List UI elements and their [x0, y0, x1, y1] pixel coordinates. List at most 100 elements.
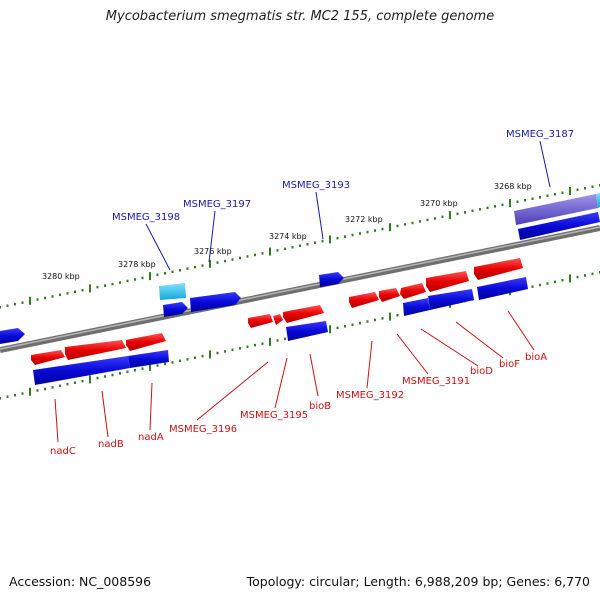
minor-tick	[374, 318, 376, 322]
gene-arrow-red	[248, 314, 273, 328]
minor-tick	[291, 246, 294, 249]
minor-tick	[186, 358, 189, 361]
major-tick	[209, 259, 211, 268]
minor-tick	[74, 290, 76, 293]
gene-arrow-red	[126, 333, 166, 351]
minor-tick	[419, 220, 421, 223]
minor-tick	[546, 194, 549, 197]
minor-tick	[494, 205, 496, 208]
gene-label: bioA	[525, 352, 547, 363]
gene-arrow-red	[65, 340, 126, 360]
minor-tick	[164, 362, 166, 366]
minor-tick	[344, 325, 346, 328]
minor-tick	[194, 265, 196, 269]
major-tick	[389, 312, 391, 321]
minor-tick	[246, 345, 249, 348]
major-tick	[449, 211, 451, 220]
minor-tick	[216, 351, 219, 355]
minor-tick	[351, 323, 354, 326]
minor-tick	[81, 379, 84, 383]
minor-tick	[321, 239, 324, 243]
minor-tick	[141, 276, 144, 280]
major-tick	[509, 199, 511, 207]
minor-tick	[21, 301, 24, 304]
upper-gene-labels: MSMEG_3187 MSMEG_3193 MSMEG_3197 MSMEG_3…	[112, 129, 574, 223]
minor-tick	[411, 221, 414, 225]
minor-tick	[576, 188, 579, 191]
gene-label: MSMEG_3196	[169, 424, 237, 435]
major-tick	[149, 272, 151, 281]
scale-label: 3270 kbp	[420, 199, 458, 208]
gene-arrow-red	[273, 314, 283, 325]
major-tick	[329, 235, 331, 244]
minor-tick	[171, 270, 174, 273]
scale-labels: 3268 kbp 3270 kbp 3272 kbp 3274 kbp 3276…	[42, 182, 532, 281]
gene-label: nadB	[98, 439, 124, 450]
minor-tick	[14, 393, 16, 397]
minor-tick	[239, 347, 241, 350]
lower-leader-lines	[54, 310, 535, 443]
minor-tick	[111, 282, 114, 286]
minor-tick	[246, 255, 249, 258]
major-tick	[269, 337, 271, 346]
minor-tick	[96, 376, 99, 380]
minor-tick	[134, 278, 136, 281]
minor-tick	[486, 206, 489, 210]
minor-tick	[126, 279, 129, 283]
minor-tick	[464, 211, 466, 214]
gene-label: MSMEG_3187	[506, 129, 574, 140]
minor-tick	[366, 230, 369, 234]
minor-tick	[366, 320, 369, 323]
scale-label: 3268 kbp	[494, 182, 532, 191]
minor-tick	[501, 203, 504, 207]
gene-label: nadA	[138, 432, 164, 443]
gene-label: nadC	[50, 446, 76, 457]
major-tick	[389, 223, 391, 232]
gene-arrow-red	[283, 305, 324, 323]
minor-tick	[6, 395, 9, 398]
gene-label: MSMEG_3195	[240, 410, 308, 421]
minor-tick	[51, 386, 54, 389]
gene-label: bioD	[470, 366, 493, 377]
gene-arrow-blue	[477, 277, 528, 300]
minor-tick	[381, 227, 384, 231]
minor-tick	[6, 304, 9, 307]
minor-tick	[51, 295, 54, 298]
gene-arrow-blue	[0, 328, 25, 344]
minor-tick	[261, 342, 264, 345]
gene-arrow-red	[349, 292, 379, 308]
minor-tick	[539, 283, 541, 287]
minor-tick	[531, 285, 534, 288]
minor-tick	[584, 274, 586, 277]
genome-title: Mycobacterium smegmatis str. MC2 155, co…	[105, 9, 495, 24]
major-tick	[29, 296, 31, 305]
minor-tick	[396, 224, 399, 228]
lower-genes	[31, 258, 528, 385]
minor-tick	[276, 249, 279, 252]
minor-tick	[66, 383, 69, 386]
minor-tick	[576, 275, 579, 279]
minor-tick	[81, 289, 84, 292]
tick-row-upper	[0, 184, 600, 309]
minor-tick	[516, 200, 519, 203]
minor-tick	[179, 269, 181, 272]
scale-label: 3274 kbp	[269, 232, 307, 241]
gene-arrow-blue	[319, 272, 344, 287]
minor-tick	[554, 193, 556, 196]
gene-label: MSMEG_3192	[336, 390, 404, 401]
lower-gene-labels: nadC nadB nadA MSMEG_3196 MSMEG_3195 bio…	[50, 352, 547, 457]
gene-label: MSMEG_3197	[183, 199, 251, 210]
scale-label: 3278 kbp	[118, 260, 156, 269]
gene-label: MSMEG_3191	[402, 376, 470, 387]
gene-arrow-blue	[428, 289, 474, 310]
minor-tick	[194, 356, 196, 359]
minor-tick	[434, 217, 436, 220]
minor-tick	[111, 373, 114, 377]
minor-tick	[284, 247, 286, 251]
minor-tick	[336, 326, 339, 330]
gene-arrow-red	[400, 283, 426, 299]
gene-arrow-blue	[518, 212, 600, 240]
major-tick	[569, 274, 571, 283]
minor-tick	[156, 273, 159, 277]
major-tick	[149, 362, 151, 371]
